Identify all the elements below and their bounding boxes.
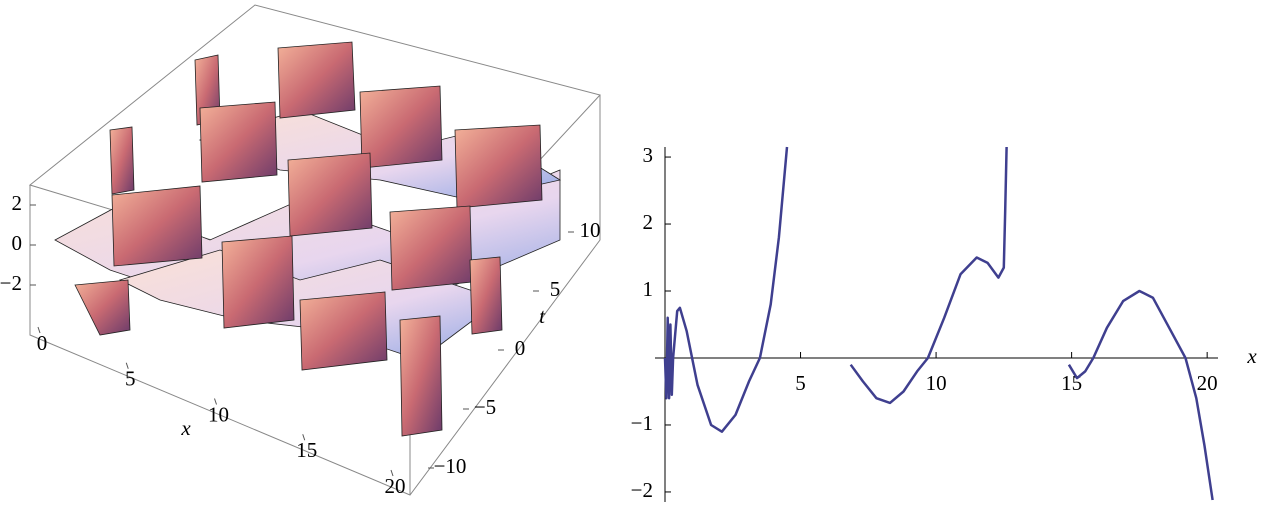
surface-patch bbox=[111, 185, 203, 267]
data-line bbox=[663, 146, 1214, 501]
surface-patch bbox=[287, 152, 373, 237]
x-axis-label: x bbox=[1246, 344, 1257, 368]
x-tick-label: 5 bbox=[795, 371, 806, 395]
z-tick-label: 2 bbox=[12, 191, 23, 215]
y-tick-label: −2 bbox=[631, 478, 653, 502]
surface-patch bbox=[109, 126, 135, 195]
x-tick-label: 20 bbox=[1197, 371, 1218, 395]
x-tick bbox=[302, 434, 306, 441]
x-tick bbox=[125, 362, 129, 369]
y-axis-label: t bbox=[539, 304, 546, 328]
y-tick-label: 10 bbox=[580, 218, 601, 242]
y-tick-label: −5 bbox=[474, 395, 496, 419]
surface-patch bbox=[454, 124, 543, 209]
y-tick-label: 2 bbox=[643, 210, 654, 234]
x-tick bbox=[37, 326, 41, 334]
surface-plot bbox=[28, 4, 601, 496]
x-tick-label: 10 bbox=[208, 402, 229, 426]
y-tick-label: 1 bbox=[643, 277, 654, 301]
surface-patch bbox=[399, 315, 443, 437]
x-tick-label: 15 bbox=[296, 438, 317, 462]
x-tick bbox=[390, 469, 394, 477]
surface-patch bbox=[74, 279, 131, 336]
x-tick-label: 5 bbox=[125, 367, 136, 391]
x-axis-label: x bbox=[180, 416, 191, 440]
surface-patch bbox=[359, 85, 443, 169]
x-tick-label: 10 bbox=[926, 371, 947, 395]
z-tick-label: −2 bbox=[0, 271, 22, 295]
x-tick-label: 20 bbox=[385, 474, 406, 498]
x-tick-label: 0 bbox=[37, 331, 48, 355]
surface-patch bbox=[221, 235, 295, 329]
line-plot: 5 10 15 20 −2 −1 1 2 3 x bbox=[631, 143, 1257, 502]
surface-patch bbox=[277, 41, 356, 119]
y-tick-label: −10 bbox=[434, 454, 467, 478]
x-tick bbox=[214, 398, 217, 405]
surface-patch bbox=[469, 256, 503, 335]
y-tick-label: −1 bbox=[631, 411, 653, 435]
surface-patch bbox=[199, 101, 278, 183]
y-tick-label: 5 bbox=[550, 277, 561, 301]
z-tick-label: 0 bbox=[12, 231, 23, 255]
y-tick-label: 0 bbox=[515, 336, 526, 360]
surface-patch bbox=[299, 291, 388, 371]
surface-patch bbox=[389, 205, 473, 291]
y-tick-label: 3 bbox=[643, 143, 654, 167]
x-tick-label: 15 bbox=[1061, 371, 1082, 395]
